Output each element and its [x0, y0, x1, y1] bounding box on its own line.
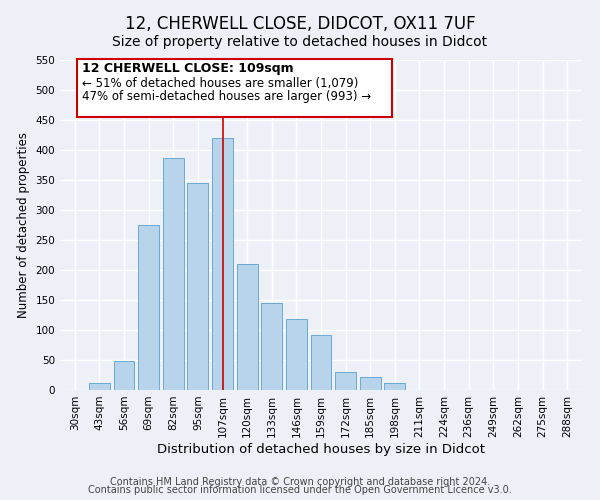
Bar [187, 183, 208, 390]
Bar [138, 225, 159, 390]
Bar [286, 319, 307, 390]
Bar [311, 335, 331, 390]
Y-axis label: Number of detached properties: Number of detached properties [17, 132, 30, 318]
FancyBboxPatch shape [77, 59, 392, 117]
Text: Size of property relative to detached houses in Didcot: Size of property relative to detached ho… [112, 35, 488, 49]
Text: Contains HM Land Registry data © Crown copyright and database right 2024.: Contains HM Land Registry data © Crown c… [110, 477, 490, 487]
Text: 12 CHERWELL CLOSE: 109sqm: 12 CHERWELL CLOSE: 109sqm [82, 62, 294, 75]
Bar [360, 377, 381, 390]
Bar [212, 138, 233, 390]
Text: 47% of semi-detached houses are larger (993) →: 47% of semi-detached houses are larger (… [82, 90, 371, 103]
Text: 12, CHERWELL CLOSE, DIDCOT, OX11 7UF: 12, CHERWELL CLOSE, DIDCOT, OX11 7UF [125, 15, 475, 33]
Bar [236, 264, 257, 390]
Bar [113, 361, 134, 390]
Bar [163, 158, 184, 390]
Bar [335, 372, 356, 390]
Bar [89, 383, 110, 390]
X-axis label: Distribution of detached houses by size in Didcot: Distribution of detached houses by size … [157, 442, 485, 456]
Text: ← 51% of detached houses are smaller (1,079): ← 51% of detached houses are smaller (1,… [82, 77, 359, 90]
Bar [385, 383, 406, 390]
Bar [261, 303, 282, 390]
Text: Contains public sector information licensed under the Open Government Licence v3: Contains public sector information licen… [88, 485, 512, 495]
